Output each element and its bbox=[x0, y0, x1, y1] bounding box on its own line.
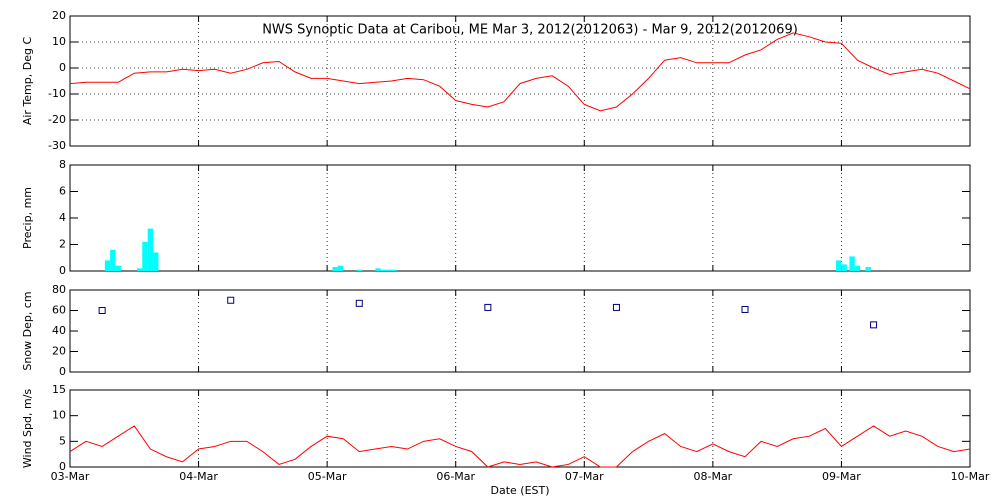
y-tick-label: 6 bbox=[59, 185, 66, 198]
bar bbox=[104, 260, 111, 271]
y-tick-label: 15 bbox=[52, 383, 66, 396]
y-tick-label: 0 bbox=[59, 264, 66, 277]
y-tick-label: 20 bbox=[52, 9, 66, 22]
y-tick-label: -30 bbox=[48, 139, 66, 152]
chart-title: NWS Synoptic Data at Caribou, ME Mar 3, … bbox=[262, 23, 798, 38]
y-tick-label: 60 bbox=[52, 304, 66, 317]
x-tick-label: 10-Mar bbox=[951, 470, 990, 483]
bar bbox=[153, 252, 159, 271]
point bbox=[355, 299, 363, 307]
point bbox=[741, 305, 749, 313]
point bbox=[612, 303, 620, 311]
plot-frame bbox=[69, 289, 971, 373]
y-tick-label: 8 bbox=[59, 158, 66, 171]
y-axis-label: Wind Spd, m/s bbox=[21, 389, 34, 469]
x-tick-label: 09-Mar bbox=[822, 470, 861, 483]
bar bbox=[375, 268, 381, 271]
y-tick-label: 0 bbox=[59, 61, 66, 74]
plot-frame bbox=[69, 389, 971, 468]
y-tick-label: 5 bbox=[59, 434, 66, 447]
y-tick-label: 4 bbox=[59, 211, 66, 224]
y-axis-label: Precip, mm bbox=[21, 187, 34, 249]
bar bbox=[865, 267, 871, 271]
x-tick-label: 04-Mar bbox=[179, 470, 218, 483]
data-line bbox=[69, 425, 971, 468]
x-tick-label: 08-Mar bbox=[693, 470, 732, 483]
y-axis-label: Air Temp, Deg C bbox=[21, 37, 34, 126]
data-line bbox=[69, 32, 971, 112]
point bbox=[227, 296, 235, 304]
point bbox=[870, 321, 878, 329]
bar bbox=[391, 269, 397, 271]
point bbox=[98, 307, 106, 314]
bar bbox=[380, 269, 387, 271]
y-tick-label: -10 bbox=[48, 87, 66, 100]
y-tick-label: -20 bbox=[48, 113, 66, 126]
y-tick-label: 80 bbox=[52, 283, 66, 296]
x-tick-label: 05-Mar bbox=[308, 470, 347, 483]
x-tick-label: 03-Mar bbox=[51, 470, 90, 483]
y-tick-label: 40 bbox=[52, 324, 66, 337]
y-axis-label: Snow Dep, cm bbox=[21, 291, 34, 370]
point bbox=[484, 303, 492, 311]
bar bbox=[841, 264, 847, 271]
x-axis-label: Date (EST) bbox=[490, 484, 549, 497]
y-tick-label: 10 bbox=[52, 35, 66, 48]
plot-frame bbox=[69, 164, 971, 272]
x-tick-label: 06-Mar bbox=[436, 470, 475, 483]
bar bbox=[137, 268, 143, 271]
bar bbox=[147, 228, 154, 271]
y-tick-label: 10 bbox=[52, 409, 66, 422]
bar bbox=[836, 260, 842, 271]
bar bbox=[356, 269, 362, 271]
y-tick-label: 0 bbox=[59, 460, 66, 473]
y-tick-label: 20 bbox=[52, 345, 66, 358]
bar bbox=[386, 269, 392, 271]
bar bbox=[849, 256, 855, 271]
bar bbox=[337, 265, 344, 271]
bar bbox=[110, 249, 116, 271]
bar bbox=[115, 265, 121, 271]
bar bbox=[854, 265, 861, 271]
y-tick-label: 2 bbox=[59, 238, 66, 251]
bar bbox=[332, 267, 338, 271]
x-tick-label: 07-Mar bbox=[565, 470, 604, 483]
bar bbox=[142, 241, 148, 271]
y-tick-label: 0 bbox=[59, 365, 66, 378]
